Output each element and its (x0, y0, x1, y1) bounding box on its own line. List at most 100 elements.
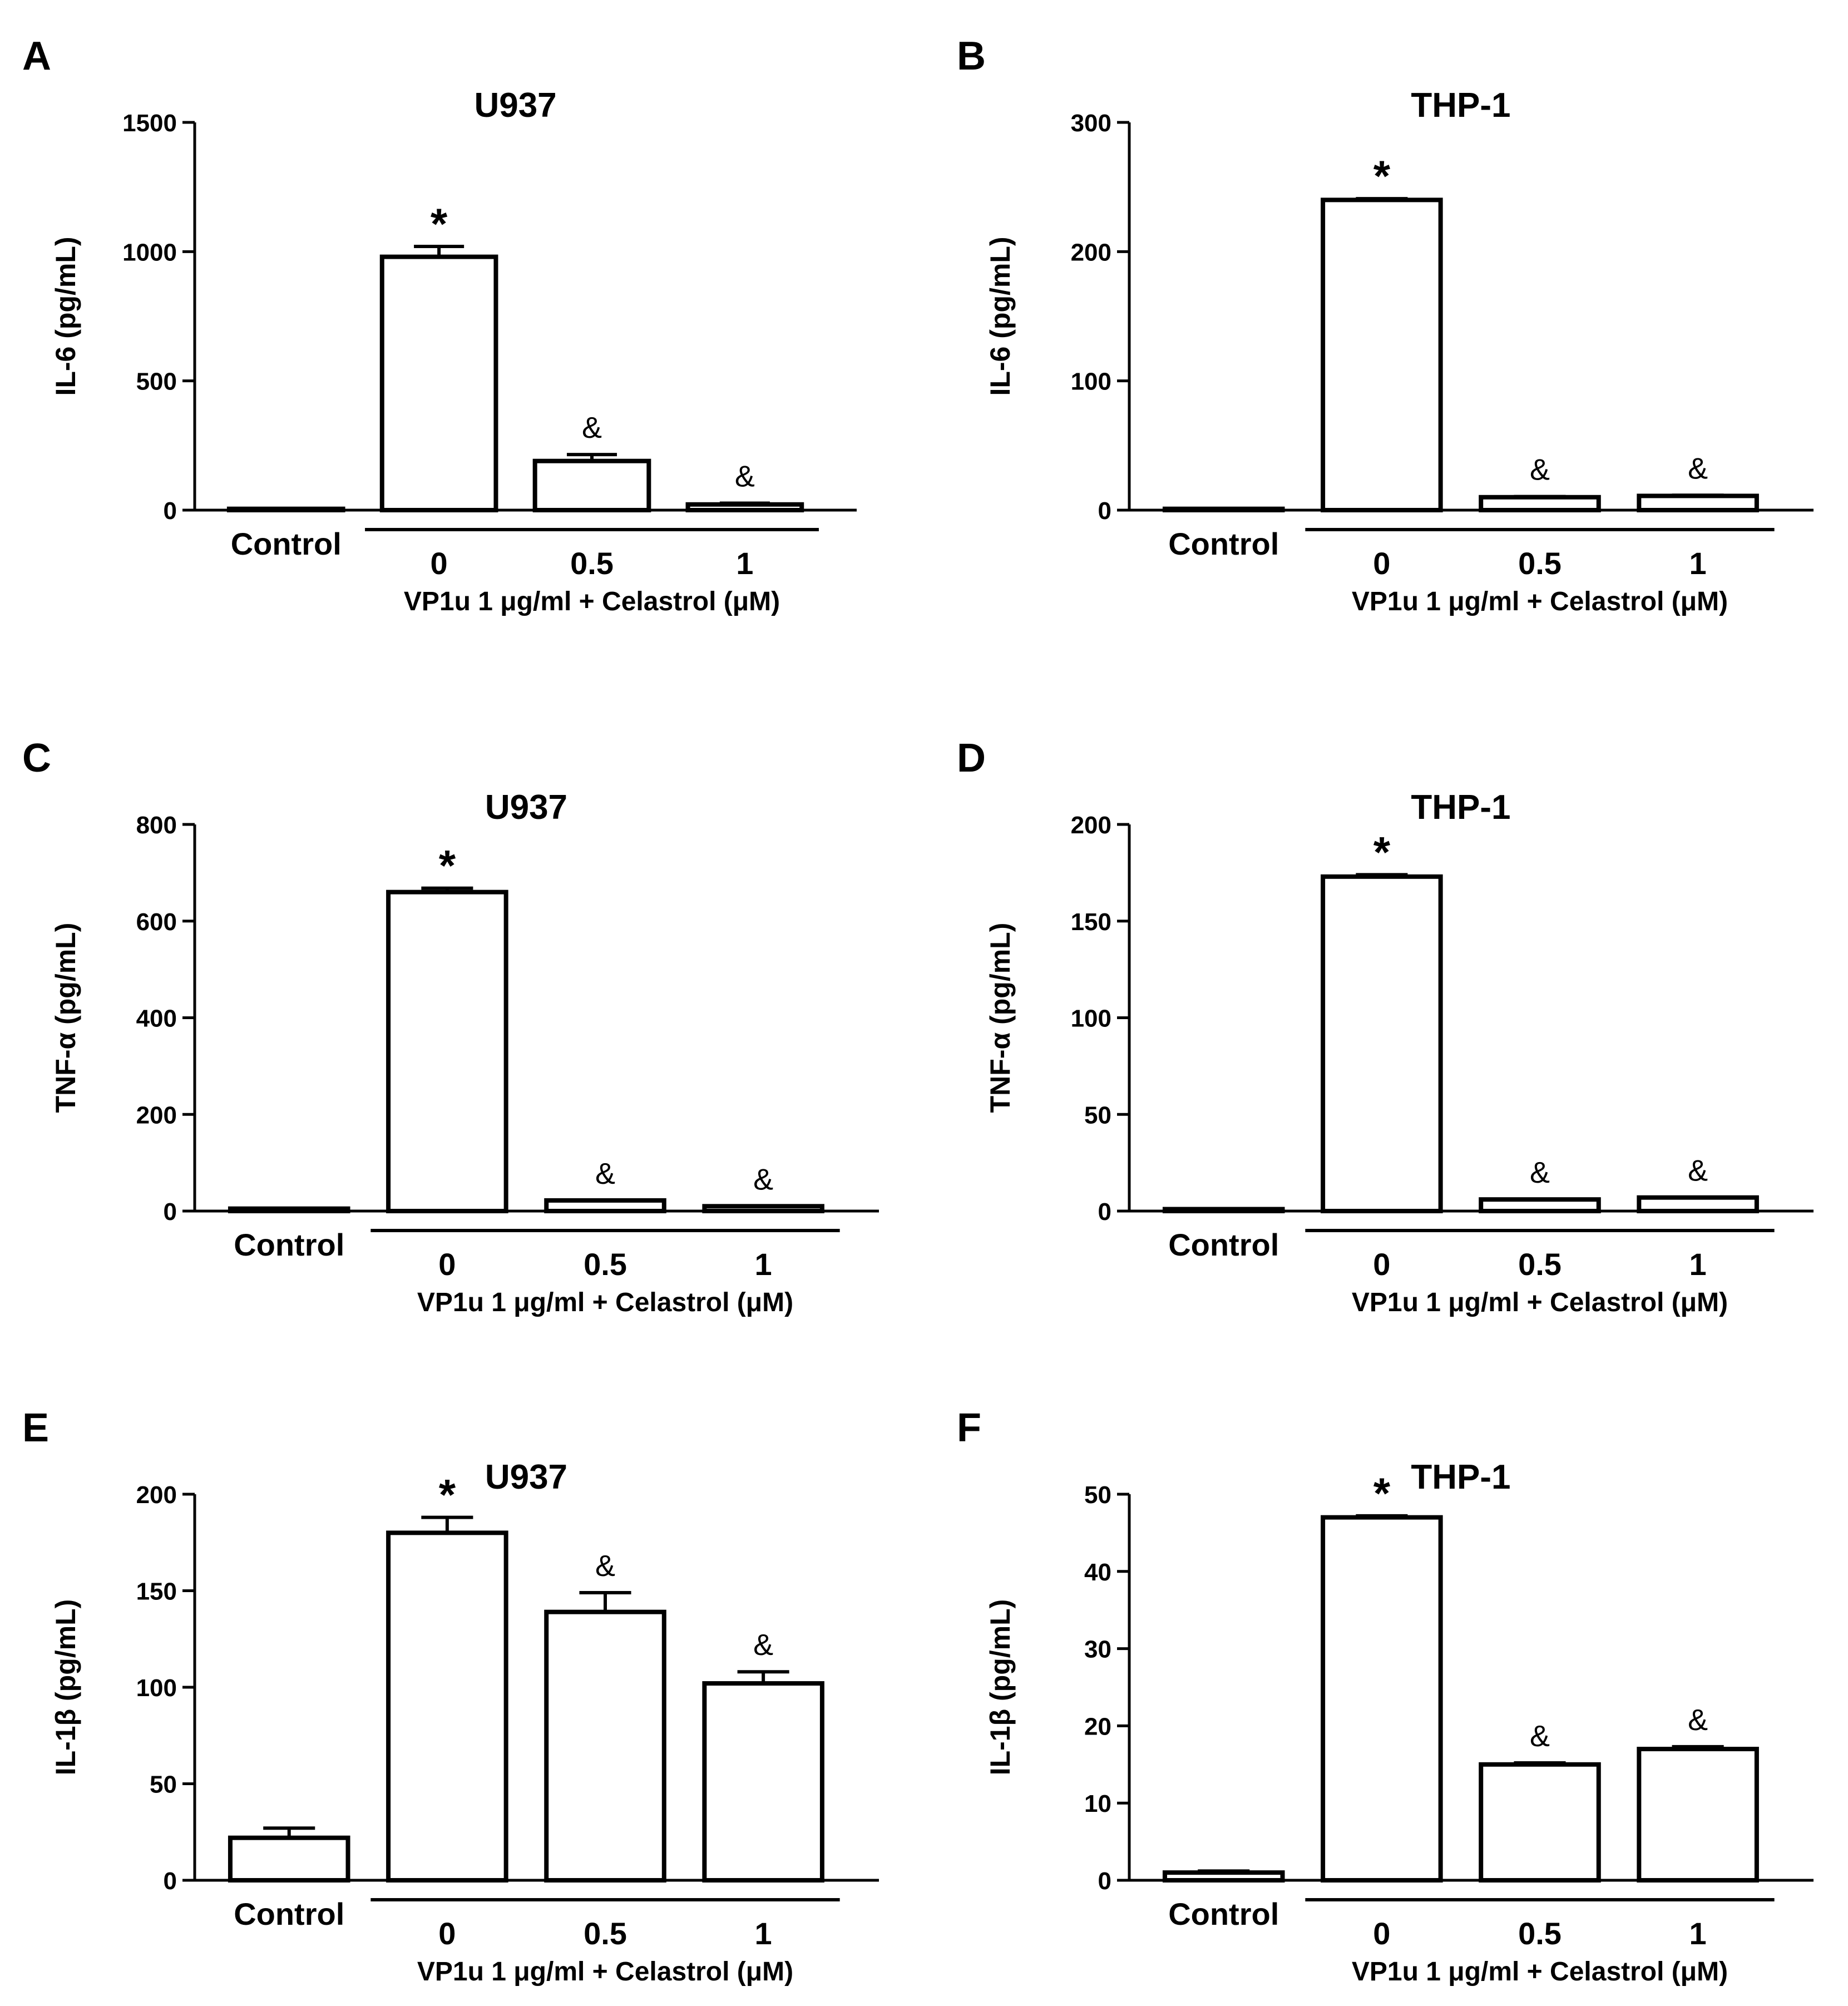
panel-title: U937 (485, 788, 567, 827)
category-label: 1 (1689, 1247, 1707, 1282)
panel-letter: F (957, 1406, 981, 1450)
bar-0-5 (1479, 495, 1601, 512)
significance-ampersand: & (1530, 1156, 1550, 1189)
bar-0 (1321, 874, 1443, 1213)
group-label: VP1u 1 μg/ml + Celastrol (μM) (404, 587, 780, 616)
significance-star: * (439, 841, 456, 890)
bar-control (226, 506, 345, 513)
bar-control (1162, 1207, 1285, 1213)
panel-title: U937 (485, 1458, 567, 1496)
bar-control (228, 1835, 350, 1883)
bar-control (228, 1206, 350, 1213)
y-tick-label: 10 (1084, 1790, 1111, 1817)
significance-ampersand: & (1688, 1154, 1708, 1188)
bar-1 (1637, 1195, 1759, 1214)
group-label: VP1u 1 μg/ml + Celastrol (μM) (417, 1957, 793, 1987)
panel-title: U937 (474, 86, 556, 125)
significance-ampersand: & (1530, 1720, 1550, 1753)
y-tick-label: 500 (136, 368, 177, 396)
significance-ampersand: & (735, 459, 755, 493)
bar-1 (702, 1204, 824, 1213)
group-label: VP1u 1 μg/ml + Celastrol (μM) (1352, 1288, 1728, 1317)
significance-star: * (439, 1470, 456, 1519)
y-tick-label: 150 (136, 1578, 177, 1605)
significance-ampersand: & (753, 1163, 773, 1196)
panel-b: B THP-1 0 100 200 300 IL-6 (pg/mL) Control * 0 & 0.… (957, 34, 1814, 616)
y-tick-label: 50 (150, 1771, 177, 1799)
panel-e: E U937 0 50 100 150 200 IL-1β (pg/mL) Control * 0 &… (22, 1406, 879, 1987)
category-label: 0 (1373, 1916, 1390, 1951)
panel-letter: D (957, 736, 986, 780)
panel-c: C U937 0 200 400 600 800 TNF-α (pg/mL) Control * 0… (22, 736, 879, 1317)
category-label: Control (1168, 1896, 1279, 1931)
y-tick-label: 100 (1071, 368, 1111, 396)
bar-0 (386, 1530, 508, 1883)
panel-letter: B (957, 34, 986, 78)
bar-0 (1321, 197, 1443, 512)
category-label: 0 (438, 1916, 456, 1951)
panel-f: F THP-1 0 10 20 30 40 50 IL-1β (pg/mL) Control * 0 &… (957, 1406, 1814, 1987)
category-label: 0.5 (584, 1916, 627, 1951)
significance-ampersand: & (1688, 452, 1708, 485)
y-tick-label: 0 (164, 1198, 177, 1226)
y-tick-label: 0 (164, 1867, 177, 1895)
category-label: 1 (1689, 1916, 1707, 1951)
bar-1 (702, 1681, 824, 1883)
significance-star: * (431, 199, 448, 248)
significance-star: * (1373, 1469, 1391, 1518)
y-tick-label: 150 (1071, 908, 1111, 936)
panel-a: A U937 0 500 1000 1500 IL-6 (pg/mL) Control * 0 & 0… (22, 34, 857, 616)
significance-ampersand: & (595, 1157, 615, 1190)
significance-star: * (1373, 827, 1391, 876)
y-tick-label: 0 (1098, 1198, 1111, 1226)
y-tick-label: 400 (136, 1005, 177, 1032)
y-tick-label: 0 (1098, 497, 1111, 525)
y-tick-label: 20 (1084, 1713, 1111, 1740)
y-tick-label: 200 (1071, 812, 1111, 839)
y-tick-label: 1000 (122, 239, 177, 266)
bar-1 (1637, 1747, 1759, 1883)
panel-title: THP-1 (1411, 1458, 1510, 1496)
category-label: Control (1168, 526, 1279, 561)
panel-letter: E (22, 1406, 49, 1450)
y-tick-label: 30 (1084, 1636, 1111, 1663)
category-label: 0.5 (1518, 1247, 1562, 1282)
bar-0-5 (1479, 1762, 1601, 1883)
category-label: 0.5 (570, 546, 614, 581)
y-tick-label: 200 (1071, 239, 1111, 266)
y-tick-label: 0 (164, 497, 177, 525)
y-tick-label: 300 (1071, 110, 1111, 137)
category-label: Control (1168, 1227, 1279, 1262)
group-label: VP1u 1 μg/ml + Celastrol (μM) (1352, 1957, 1728, 1987)
bar-0-5 (532, 458, 651, 512)
y-tick-label: 600 (136, 908, 177, 936)
y-tick-label: 50 (1084, 1481, 1111, 1509)
bar-control (1162, 1870, 1285, 1883)
category-label: 0 (431, 546, 448, 581)
category-label: 0 (1373, 546, 1390, 581)
bar-0 (379, 254, 498, 512)
category-label: 1 (755, 1247, 772, 1282)
bar-0-5 (544, 1198, 666, 1213)
y-tick-label: 800 (136, 812, 177, 839)
category-label: 1 (755, 1916, 772, 1951)
y-axis-label: TNF-α (pg/mL) (985, 923, 1016, 1113)
panel-letter: A (22, 34, 51, 78)
bar-1 (1637, 493, 1759, 513)
significance-ampersand: & (582, 411, 602, 444)
y-tick-label: 200 (136, 1101, 177, 1129)
group-label: VP1u 1 μg/ml + Celastrol (μM) (417, 1288, 793, 1317)
bar-0-5 (1479, 1197, 1601, 1213)
panel-letter: C (22, 736, 51, 780)
y-tick-label: 100 (136, 1674, 177, 1702)
significance-ampersand: & (1530, 453, 1550, 487)
category-label: 1 (1689, 546, 1707, 581)
y-axis-label: IL-1β (pg/mL) (50, 1599, 81, 1776)
category-label: Control (234, 1896, 344, 1931)
bar-control (1162, 506, 1285, 513)
bar-0-5 (544, 1609, 666, 1883)
panel-title: THP-1 (1411, 86, 1510, 125)
category-label: 0 (438, 1247, 456, 1282)
bar-1 (685, 502, 804, 513)
